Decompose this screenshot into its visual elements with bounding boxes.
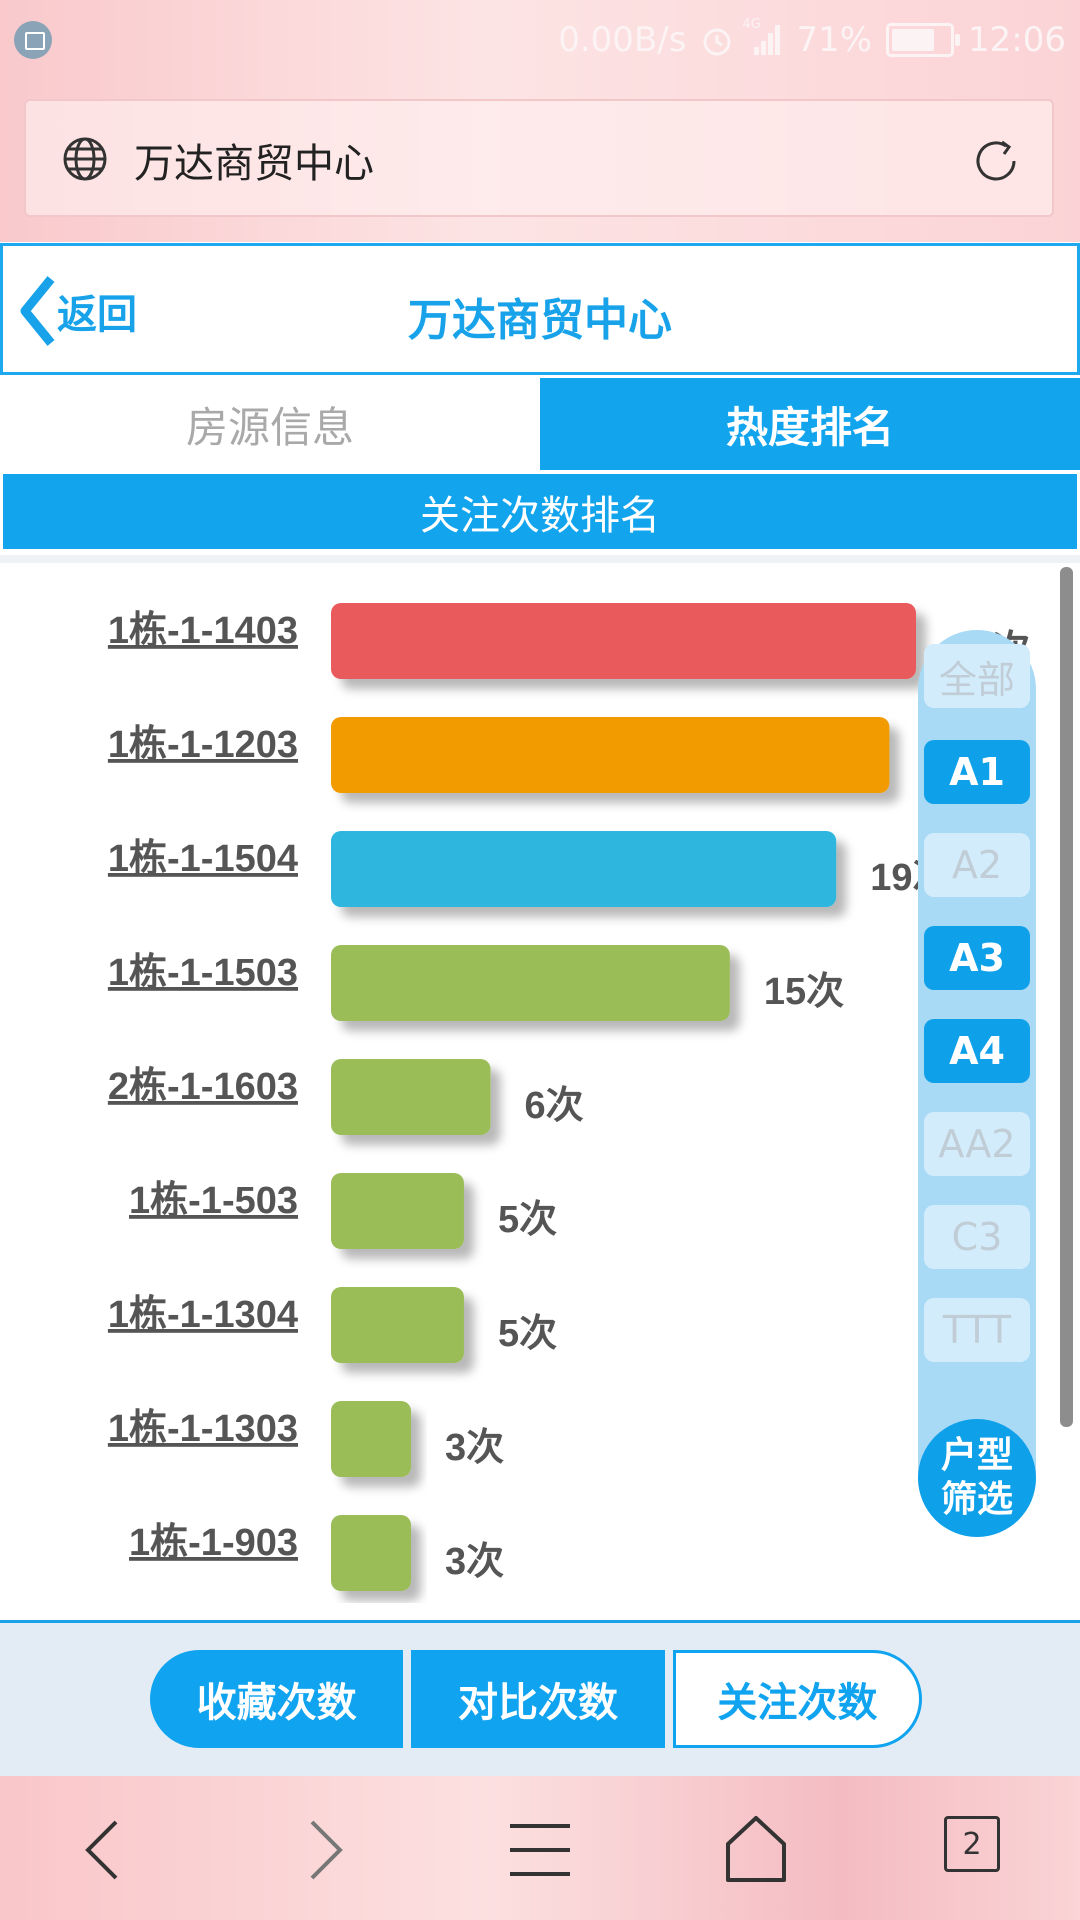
clock: 12:06 — [968, 20, 1066, 60]
filter-option[interactable]: A4 — [924, 1019, 1030, 1083]
network-type: 4G — [742, 17, 761, 32]
filter-option[interactable]: TTT — [924, 1298, 1030, 1362]
tab-popularity-ranking[interactable]: 热度排名 — [540, 378, 1080, 470]
category-label[interactable]: 1栋-1-1304 — [108, 1294, 298, 1336]
filter-option[interactable]: A3 — [924, 926, 1030, 990]
favorites-count-button[interactable]: 收藏次数 — [150, 1650, 404, 1748]
bar — [331, 1287, 464, 1363]
tabs-icon[interactable]: 2 — [944, 1816, 1000, 1872]
globe-icon — [63, 137, 107, 181]
category-label[interactable]: 1栋-1-1203 — [108, 724, 298, 766]
bar — [331, 1401, 411, 1477]
category-label[interactable]: 1栋-1-1403 — [108, 610, 298, 652]
category-label[interactable]: 1栋-1-503 — [129, 1180, 298, 1222]
filter-option[interactable]: AA2 — [924, 1112, 1030, 1176]
url-bar[interactable]: 万达商贸中心 — [24, 99, 1054, 217]
category-label[interactable]: 1栋-1-903 — [129, 1522, 298, 1564]
signal-icon: 4G — [742, 17, 782, 57]
tab-bar: 房源信息 热度排名 — [0, 378, 1080, 470]
follow-count-button[interactable]: 关注次数 — [672, 1650, 922, 1748]
url-title: 万达商贸中心 — [134, 141, 374, 187]
status-bar: 0.00B/s 4G 71% 12:06 — [0, 0, 1080, 78]
filter-button-label-line2: 筛选 — [940, 1479, 1013, 1520]
back-label: 返回 — [57, 292, 137, 338]
menu-icon[interactable] — [500, 1818, 580, 1882]
filter-option[interactable]: A2 — [924, 833, 1030, 897]
browser-nav-bar: 2 — [0, 1776, 1080, 1920]
filter-option[interactable]: C3 — [924, 1205, 1030, 1269]
value-label: 5次 — [498, 1313, 557, 1355]
value-label: 6次 — [525, 1085, 584, 1127]
bar — [331, 603, 916, 679]
chevron-left-icon — [20, 276, 55, 346]
value-label: 5次 — [498, 1199, 557, 1241]
battery-icon — [886, 23, 961, 57]
back-button[interactable]: 返回 — [17, 276, 137, 346]
screenshot-notification-icon — [14, 21, 52, 59]
bar — [331, 831, 837, 907]
value-label: 15次 — [764, 971, 844, 1013]
scrollbar[interactable] — [1060, 567, 1073, 1427]
compare-count-button[interactable]: 对比次数 — [411, 1650, 665, 1748]
filter-button-label-line1: 户型 — [940, 1435, 1013, 1476]
value-label: 3次 — [445, 1427, 504, 1469]
value-label: 3次 — [445, 1541, 504, 1583]
reload-icon[interactable] — [968, 133, 1024, 189]
arrow-left-icon[interactable] — [64, 1818, 144, 1882]
bar — [331, 1059, 491, 1135]
section-title: 关注次数排名 — [3, 474, 1077, 549]
battery-percent: 71% — [796, 20, 873, 60]
tab-listing-info[interactable]: 房源信息 — [0, 378, 540, 470]
ranking-bar-chart: 1栋-1-140322次1栋-1-120321次1栋-1-150419次1栋-1… — [108, 603, 1030, 1591]
category-label[interactable]: 1栋-1-1504 — [108, 838, 298, 880]
home-icon[interactable] — [716, 1814, 796, 1884]
unit-type-filter-button[interactable]: 户型 筛选 — [918, 1419, 1036, 1537]
category-label[interactable]: 1栋-1-1503 — [108, 952, 298, 994]
page-header: 返回 万达商贸中心 — [0, 243, 1080, 375]
page-title: 万达商贸中心 — [408, 295, 672, 346]
tab-count: 2 — [962, 1826, 982, 1862]
bar — [331, 717, 890, 793]
alarm-icon — [703, 28, 731, 56]
category-label[interactable]: 1栋-1-1303 — [108, 1408, 298, 1450]
category-label[interactable]: 2栋-1-1603 — [108, 1066, 298, 1108]
bar — [331, 945, 730, 1021]
network-speed: 0.00B/s — [558, 20, 687, 60]
arrow-right-icon[interactable] — [284, 1818, 364, 1882]
filter-option[interactable]: A1 — [924, 740, 1030, 804]
bar — [331, 1173, 464, 1249]
metric-button-group: 收藏次数 对比次数 关注次数 — [150, 1650, 922, 1748]
filter-option[interactable]: 全部 — [924, 644, 1030, 708]
bar — [331, 1515, 411, 1591]
